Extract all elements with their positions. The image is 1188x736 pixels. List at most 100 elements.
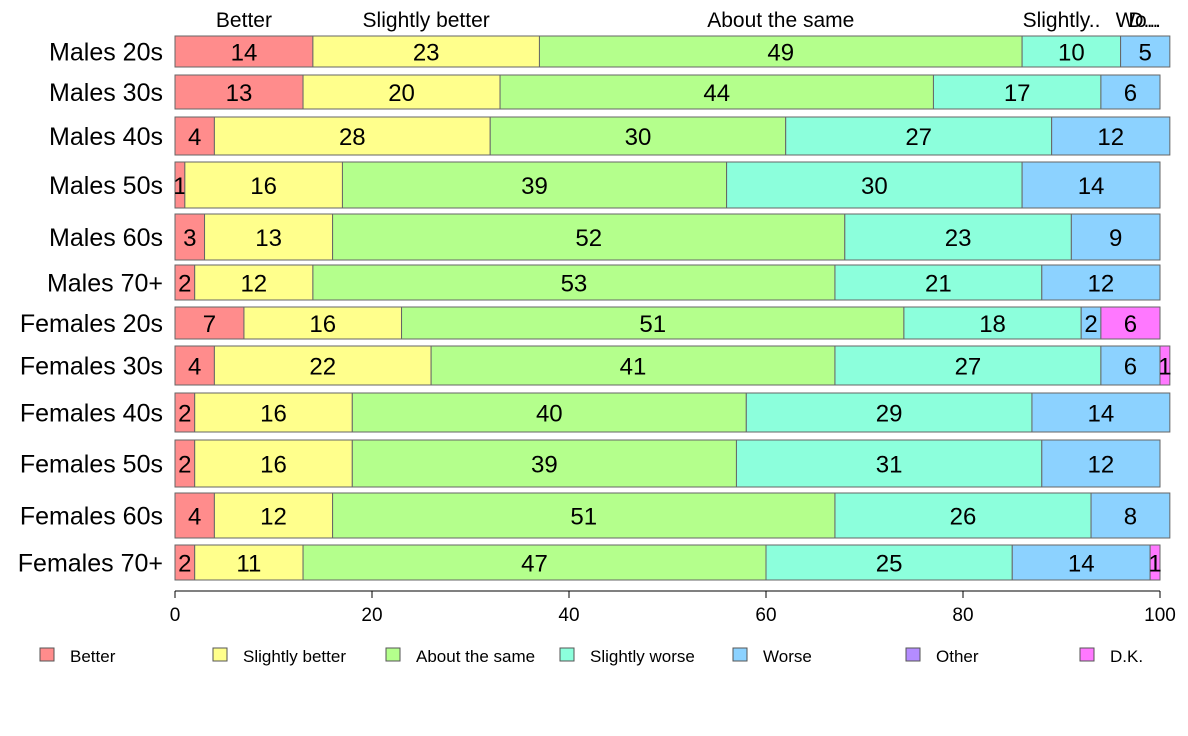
bar-segment-slightly-worse <box>932 74 1102 110</box>
bar-segment-worse <box>1120 35 1171 68</box>
legend-label: About the same <box>416 647 535 666</box>
category-label: Males 40s <box>49 123 163 151</box>
column-header-label: Wo.. <box>1116 9 1159 32</box>
category-label: Females 50s <box>20 451 163 479</box>
data-label: 27 <box>955 354 982 381</box>
bar-segment-worse <box>1041 264 1161 301</box>
bar-segment-about-the-same <box>341 161 728 209</box>
bar-segment-slightly-better <box>302 74 501 110</box>
bar-segment-slightly-better <box>184 161 343 209</box>
data-label: 23 <box>413 40 440 67</box>
category-label: Males 60s <box>49 224 163 252</box>
bar-segment-slightly-worse <box>765 544 1013 581</box>
data-label: 41 <box>620 354 647 381</box>
data-label: 14 <box>1078 173 1105 200</box>
data-label: 30 <box>861 173 888 200</box>
bar-segment-better <box>174 306 245 340</box>
data-label: 25 <box>876 551 903 578</box>
column-header-label: D... <box>1128 9 1161 32</box>
legend-item-d-k: D.K. <box>1079 647 1143 666</box>
data-label: 13 <box>255 225 282 252</box>
bar-row-males-40s: Males 40s 4 28 30 27 12 <box>49 116 1171 156</box>
bar-segment-worse <box>1021 161 1161 209</box>
data-label: 39 <box>521 173 548 200</box>
legend-item-worse: Worse <box>732 647 812 666</box>
data-label: 20 <box>388 80 415 107</box>
x-tick-label: 20 <box>361 605 382 626</box>
column-header-labels: Better Slightly better About the same Sligh… <box>216 9 1161 32</box>
data-label: 31 <box>876 452 903 479</box>
data-label: 18 <box>979 311 1006 338</box>
legend-item-other: Other <box>905 647 979 666</box>
bar-segment-about-the-same <box>401 306 905 340</box>
bar-segment-slightly-better <box>312 35 540 68</box>
bar-segment-slightly-better <box>194 264 314 301</box>
data-label: 12 <box>1088 271 1115 298</box>
data-label: 26 <box>950 504 977 531</box>
data-label: 12 <box>1088 452 1115 479</box>
data-label: 14 <box>1068 551 1095 578</box>
bar-segment-d-k <box>1100 306 1161 340</box>
data-label: 1 <box>1158 354 1171 381</box>
bar-segment-slightly-better <box>194 392 353 433</box>
category-label: Females 60s <box>20 503 163 531</box>
data-label: 2 <box>178 452 191 479</box>
data-label: 51 <box>639 311 666 338</box>
bar-row-males-20s: Males 20s 14 23 49 10 5 <box>49 35 1171 68</box>
data-label: 21 <box>925 271 952 298</box>
column-header-label: Better <box>216 9 272 32</box>
legend-swatch <box>39 647 55 662</box>
bar-segment-about-the-same <box>332 492 836 539</box>
bar-segment-better <box>174 492 215 539</box>
data-label: 12 <box>260 504 287 531</box>
column-header-label: Slightly better <box>363 9 490 32</box>
bar-segment-about-the-same <box>332 213 846 261</box>
data-label: 11 <box>236 551 261 578</box>
bar-segment-about-the-same <box>351 392 747 433</box>
data-label: 16 <box>260 401 287 428</box>
data-label: 14 <box>231 40 258 67</box>
bar-segment-worse <box>1031 392 1171 433</box>
data-label: 13 <box>226 80 253 107</box>
data-label: 9 <box>1109 225 1122 252</box>
bar-segment-about-the-same <box>499 74 934 110</box>
data-label: 14 <box>1088 401 1115 428</box>
bar-segment-slightly-better <box>194 544 304 581</box>
bar-segment-about-the-same <box>351 439 737 488</box>
bar-segment-d-k <box>1159 345 1171 386</box>
data-label: 2 <box>178 551 191 578</box>
legend-swatch <box>905 647 921 662</box>
bar-segment-slightly-worse <box>735 439 1043 488</box>
bar-row-males-60s: Males 60s 3 13 52 23 9 <box>49 213 1161 261</box>
data-label: 4 <box>188 354 201 381</box>
data-label: 3 <box>183 225 196 252</box>
bar-segment-slightly-worse <box>785 116 1053 156</box>
legend-label: Other <box>936 647 979 666</box>
data-label: 6 <box>1124 311 1137 338</box>
bar-segment-worse <box>1070 213 1161 261</box>
category-label: Males 50s <box>49 172 163 200</box>
legend-swatch <box>732 647 748 662</box>
legend-swatch <box>385 647 401 662</box>
bar-segment-slightly-worse <box>834 492 1092 539</box>
bar-segment-slightly-worse <box>726 161 1023 209</box>
column-header-label: About the same <box>707 9 854 32</box>
data-label: 28 <box>339 124 366 151</box>
data-label: 5 <box>1139 40 1152 67</box>
bar-row-females-50s: Females 50s 2 16 39 31 12 <box>20 439 1161 488</box>
data-label: 22 <box>309 354 336 381</box>
category-label: Males 30s <box>49 79 163 107</box>
data-label: 6 <box>1124 80 1137 107</box>
bar-segment-worse <box>1090 492 1171 539</box>
data-label: 17 <box>1004 80 1031 107</box>
bar-segment-worse <box>1041 439 1161 488</box>
bar-segment-worse <box>1100 74 1161 110</box>
legend-swatch <box>559 647 575 662</box>
category-label: Males 20s <box>49 39 163 67</box>
legend-swatch <box>1079 647 1095 662</box>
x-tick-label: 60 <box>755 605 776 626</box>
bar-segment-slightly-worse <box>834 264 1043 301</box>
data-label: 39 <box>531 452 558 479</box>
data-label: 6 <box>1124 354 1137 381</box>
